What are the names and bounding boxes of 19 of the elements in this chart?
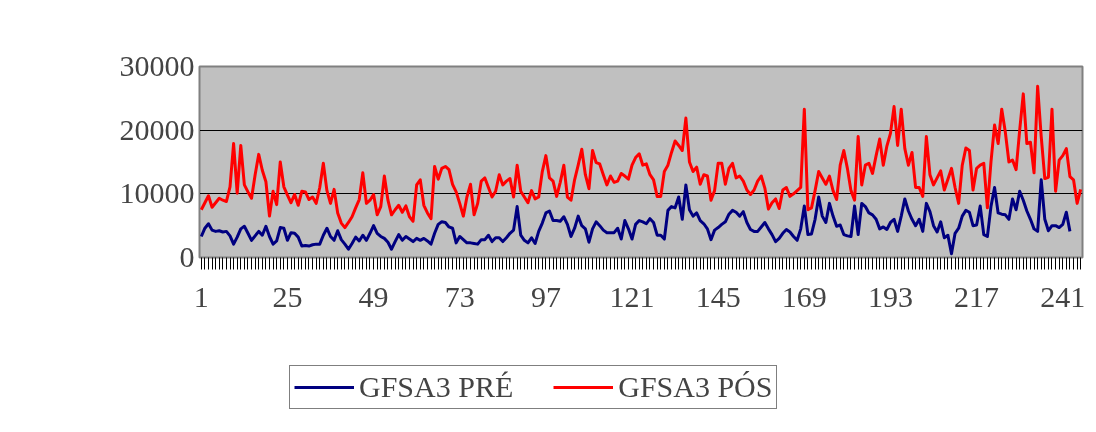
x-tick-label: 97 bbox=[530, 279, 561, 313]
x-tick-label: 73 bbox=[444, 279, 475, 313]
line-series bbox=[199, 178, 1072, 256]
x-tick-label: 193 bbox=[867, 279, 913, 313]
line-series bbox=[199, 84, 1083, 230]
x-tick-label: 241 bbox=[1040, 279, 1086, 313]
y-tick-label: 10000 bbox=[119, 176, 195, 210]
x-tick-label: 1 bbox=[193, 279, 209, 313]
legend-label: GFSA3 PÓS bbox=[618, 370, 773, 404]
x-tick-label: 25 bbox=[272, 279, 303, 313]
x-tick-label: 49 bbox=[358, 279, 389, 313]
y-tick-label: 30000 bbox=[119, 49, 195, 82]
x-tick-label: 169 bbox=[781, 279, 827, 313]
x-tick-label: 145 bbox=[695, 279, 741, 313]
x-tick-label: 121 bbox=[609, 279, 655, 313]
y-tick-label: 0 bbox=[179, 240, 195, 273]
x-tick-label: 217 bbox=[954, 279, 1000, 313]
legend-label: GFSA3 PRÉ bbox=[359, 370, 514, 404]
y-tick-label: 20000 bbox=[119, 112, 195, 146]
